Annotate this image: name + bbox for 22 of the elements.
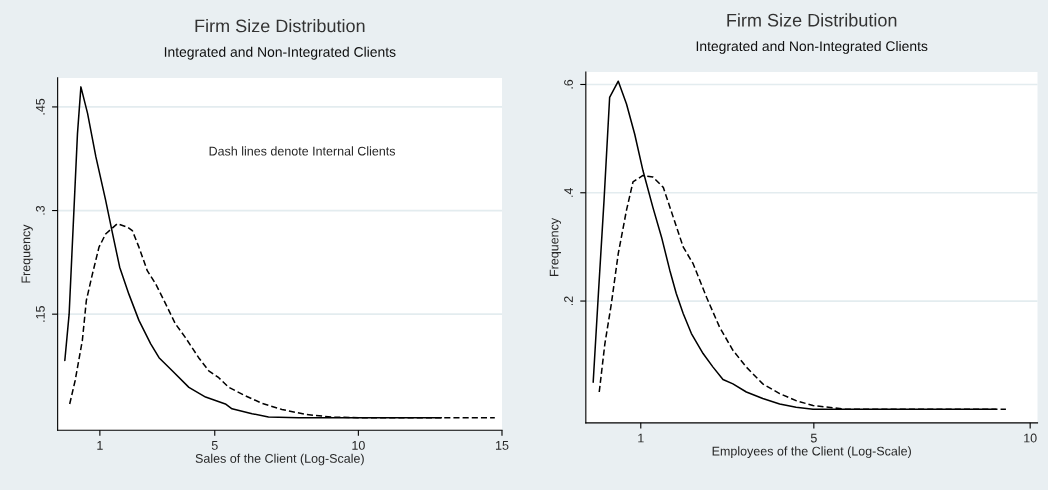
x-axis-title: Sales of the Client (Log-Scale) xyxy=(195,453,364,466)
x-tick-label: 5 xyxy=(211,441,218,450)
x-tick-label: 10 xyxy=(352,440,365,450)
y-tick-label: .2 xyxy=(564,296,573,306)
y-tick-label: .15 xyxy=(36,306,45,322)
annotation: Dash lines denote Internal Clients xyxy=(209,146,396,156)
chart-title: Firm Size Distribution xyxy=(727,13,897,27)
chart-subtitle: Integrated and Non-Integrated Clients xyxy=(164,46,396,60)
x-tick-label: 1 xyxy=(97,441,103,450)
y-tick-label: .3 xyxy=(35,205,45,215)
y-tick-label: .45 xyxy=(36,98,45,115)
y-tick-label: .6 xyxy=(564,79,573,89)
x-tick-label: 10 xyxy=(1024,433,1037,443)
x-axis-title: Employees of the Client (Log-Scale) xyxy=(712,446,911,458)
x-tick-label: 1 xyxy=(638,433,644,443)
y-tick-label: .4 xyxy=(564,187,573,197)
chart-title: Firm Size Distribution xyxy=(195,19,365,33)
y-axis-title: Frequency xyxy=(21,224,33,283)
y-axis-title: Frequency xyxy=(549,217,561,276)
x-tick-label: 5 xyxy=(810,433,817,443)
chart-subtitle: Integrated and Non-Integrated Clients xyxy=(696,40,928,54)
x-tick-label: 15 xyxy=(495,441,509,450)
